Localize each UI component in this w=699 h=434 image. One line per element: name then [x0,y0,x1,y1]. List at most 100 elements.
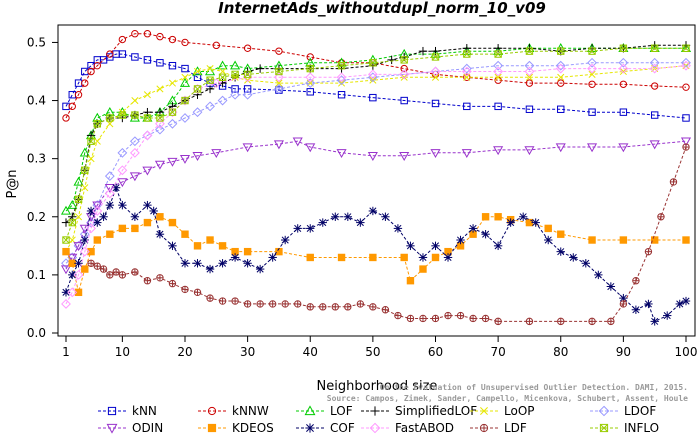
data-point [588,236,596,244]
data-point [205,84,215,94]
data-point [99,265,108,273]
data-point [619,67,627,76]
data-point [181,230,189,238]
data-point [81,184,89,192]
data-point [369,93,377,102]
data-point [230,253,240,262]
data-point [155,124,165,135]
data-point [243,259,252,268]
data-point [493,66,504,77]
data-point [431,253,440,262]
data-point [306,253,314,262]
y-tick-label: 0.2 [27,210,46,224]
series-line [65,65,687,305]
y-axis-label: P@n [5,169,20,198]
data-point [93,137,101,145]
data-point [73,269,84,280]
data-point [337,91,346,99]
data-point [60,205,72,215]
series-line [65,47,686,241]
data-point [556,247,565,256]
data-point [481,213,490,221]
data-point [456,311,465,320]
data-point [60,265,72,275]
data-point [581,259,590,268]
data-point [231,70,239,79]
data-point [242,143,253,153]
data-point [680,137,692,147]
data-point [682,236,690,244]
data-point [418,253,428,262]
data-point [544,235,553,245]
data-point [431,314,440,323]
data-point [181,285,189,294]
data-point [74,195,83,204]
watermark-line-1: On the Evaluation of Unsupervised Outlie… [380,382,688,392]
data-point [93,61,102,70]
data-point [206,65,214,73]
data-point [154,160,165,170]
data-point [306,53,314,61]
legend-label: INFLO [624,421,659,434]
data-point [588,317,596,326]
x-tick-label: 1 [62,345,70,359]
data-point [74,213,83,221]
data-point [107,406,117,416]
data-point [336,72,347,83]
data-point [243,247,252,256]
legend-label: LDF [504,421,527,434]
data-point [369,59,377,67]
data-point [479,423,489,433]
data-point [681,60,691,71]
data-point [650,82,659,90]
data-point [275,67,283,76]
legend-label: LoOP [504,404,535,418]
legend-label: LDOF [624,404,656,418]
series-line [65,140,687,270]
data-point [61,299,71,309]
data-point [118,111,127,119]
data-point [463,102,471,111]
series-line [65,33,687,119]
data-point [243,70,252,79]
data-point [305,78,316,89]
data-point [130,212,140,221]
series-kdeos [62,213,690,297]
data-point [268,253,277,262]
data-point [67,253,78,263]
data-point [493,60,504,71]
data-point [193,288,202,297]
data-point [306,88,314,96]
data-point [62,114,70,122]
data-point [217,95,228,106]
data-point [281,300,289,308]
data-point [681,296,691,306]
data-point [681,57,691,68]
data-point [525,79,534,87]
data-point [292,137,303,147]
data-point [430,149,441,159]
data-point [587,143,598,153]
data-point [86,223,96,234]
data-point [206,294,214,302]
series-line [65,65,687,252]
legend-item-knnw: kNNW [198,404,269,418]
data-point [218,259,227,268]
data-point [168,35,177,44]
data-point [557,230,565,238]
data-point [649,57,660,68]
data-point [104,188,115,199]
series-line [65,62,686,264]
data-point [156,59,164,67]
data-point [181,96,189,105]
data-point [81,166,89,174]
legend-item-odin: ODIN [98,421,163,434]
data-point [406,314,415,323]
data-point [431,73,440,81]
series-loop [62,62,690,256]
data-point [506,218,515,227]
data-point [211,149,222,159]
data-point [356,300,365,308]
data-point [193,67,202,76]
data-point [588,80,596,88]
